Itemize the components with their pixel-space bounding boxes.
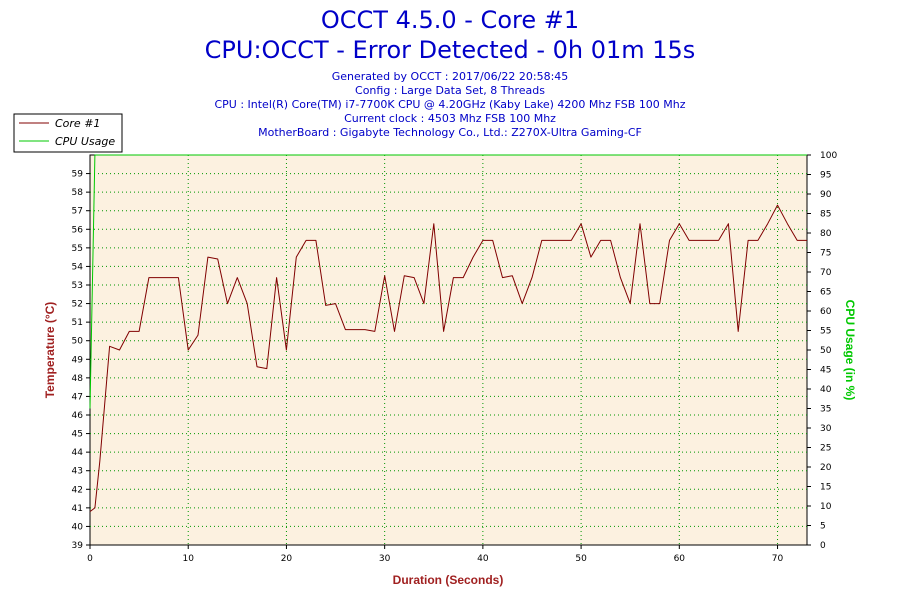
x-tick-label: 20 — [281, 554, 293, 564]
y-tick-label-right: 90 — [820, 190, 832, 200]
plot-area — [89, 154, 808, 546]
y-axis-label-left: Temperature (°C) — [43, 302, 57, 399]
grid — [90, 155, 807, 545]
y-tick-label-right: 45 — [820, 366, 831, 376]
y-tick-label-right: 10 — [820, 502, 832, 512]
y-tick-label-left: 48 — [72, 374, 84, 384]
y-tick-label-right: 35 — [820, 405, 831, 415]
x-tick-label: 30 — [379, 554, 391, 564]
y-tick-label-left: 58 — [72, 188, 84, 198]
y-tick-label-left: 42 — [72, 485, 83, 495]
y-tick-label-left: 41 — [72, 504, 83, 514]
y-tick-label-left: 44 — [72, 448, 84, 458]
legend-label-cpu-usage: CPU Usage — [55, 135, 115, 148]
x-tick-label: 0 — [87, 554, 93, 564]
y-tick-label-left: 50 — [72, 337, 84, 347]
info-motherboard: MotherBoard : Gigabyte Technology Co., L… — [258, 126, 642, 139]
y-tick-label-right: 55 — [820, 327, 831, 337]
x-tick-label: 40 — [477, 554, 489, 564]
y-tick-label-left: 40 — [72, 522, 84, 532]
axis-ticks: 3940414243444546474849505152535455565758… — [72, 151, 838, 564]
y-tick-label-right: 100 — [820, 151, 837, 161]
y-tick-label-left: 52 — [72, 300, 83, 310]
y-tick-label-left: 43 — [72, 467, 83, 477]
y-tick-label-right: 5 — [820, 522, 826, 532]
y-tick-label-right: 85 — [820, 210, 831, 220]
series-line-cpu-usage — [89, 154, 807, 409]
y-tick-label-left: 57 — [72, 207, 83, 217]
legend-box — [13, 113, 123, 153]
y-tick-label-right: 25 — [820, 444, 831, 454]
info-generated: Generated by OCCT : 2017/06/22 20:58:45 — [332, 70, 569, 83]
y-tick-label-left: 54 — [72, 262, 84, 272]
y-tick-label-left: 47 — [72, 392, 83, 402]
chart-title: OCCT 4.5.0 - Core #1 — [321, 6, 579, 34]
y-tick-label-right: 75 — [820, 249, 831, 259]
y-tick-label-left: 46 — [72, 411, 84, 421]
y-tick-label-left: 55 — [72, 244, 83, 254]
info-config: Config : Large Data Set, 8 Threads — [355, 84, 545, 97]
series-group — [89, 154, 807, 512]
y-tick-label-right: 80 — [820, 229, 832, 239]
x-tick-label: 60 — [674, 554, 686, 564]
y-tick-label-left: 39 — [72, 541, 84, 551]
y-tick-label-right: 40 — [820, 385, 832, 395]
y-tick-label-left: 53 — [72, 281, 83, 291]
y-tick-label-right: 65 — [820, 288, 831, 298]
y-tick-label-right: 50 — [820, 346, 832, 356]
legend-label-core: Core #1 — [55, 117, 100, 130]
y-tick-label-left: 45 — [72, 430, 83, 440]
y-tick-label-left: 49 — [72, 355, 84, 365]
legend: Core #1 CPU Usage — [13, 113, 123, 153]
y-tick-label-left: 59 — [72, 170, 84, 180]
y-tick-label-left: 56 — [72, 225, 84, 235]
y-tick-label-right: 95 — [820, 171, 831, 181]
x-tick-label: 50 — [575, 554, 587, 564]
y-tick-label-right: 0 — [820, 541, 826, 551]
y-tick-label-right: 60 — [820, 307, 832, 317]
y-tick-label-right: 30 — [820, 424, 832, 434]
x-tick-label: 10 — [182, 554, 194, 564]
chart-subtitle: CPU:OCCT - Error Detected - 0h 01m 15s — [205, 36, 696, 64]
x-tick-label: 70 — [772, 554, 784, 564]
y-tick-label-right: 20 — [820, 463, 832, 473]
series-line-core-1 — [89, 204, 807, 512]
info-clock: Current clock : 4503 Mhz FSB 100 Mhz — [344, 112, 556, 125]
y-axis-label-right: CPU Usage (in %) — [843, 300, 857, 401]
info-cpu: CPU : Intel(R) Core(TM) i7-7700K CPU @ 4… — [214, 98, 685, 111]
y-tick-label-right: 15 — [820, 483, 831, 493]
y-tick-label-right: 70 — [820, 268, 832, 278]
x-axis-label: Duration (Seconds) — [393, 573, 504, 587]
y-tick-label-left: 51 — [72, 318, 83, 328]
